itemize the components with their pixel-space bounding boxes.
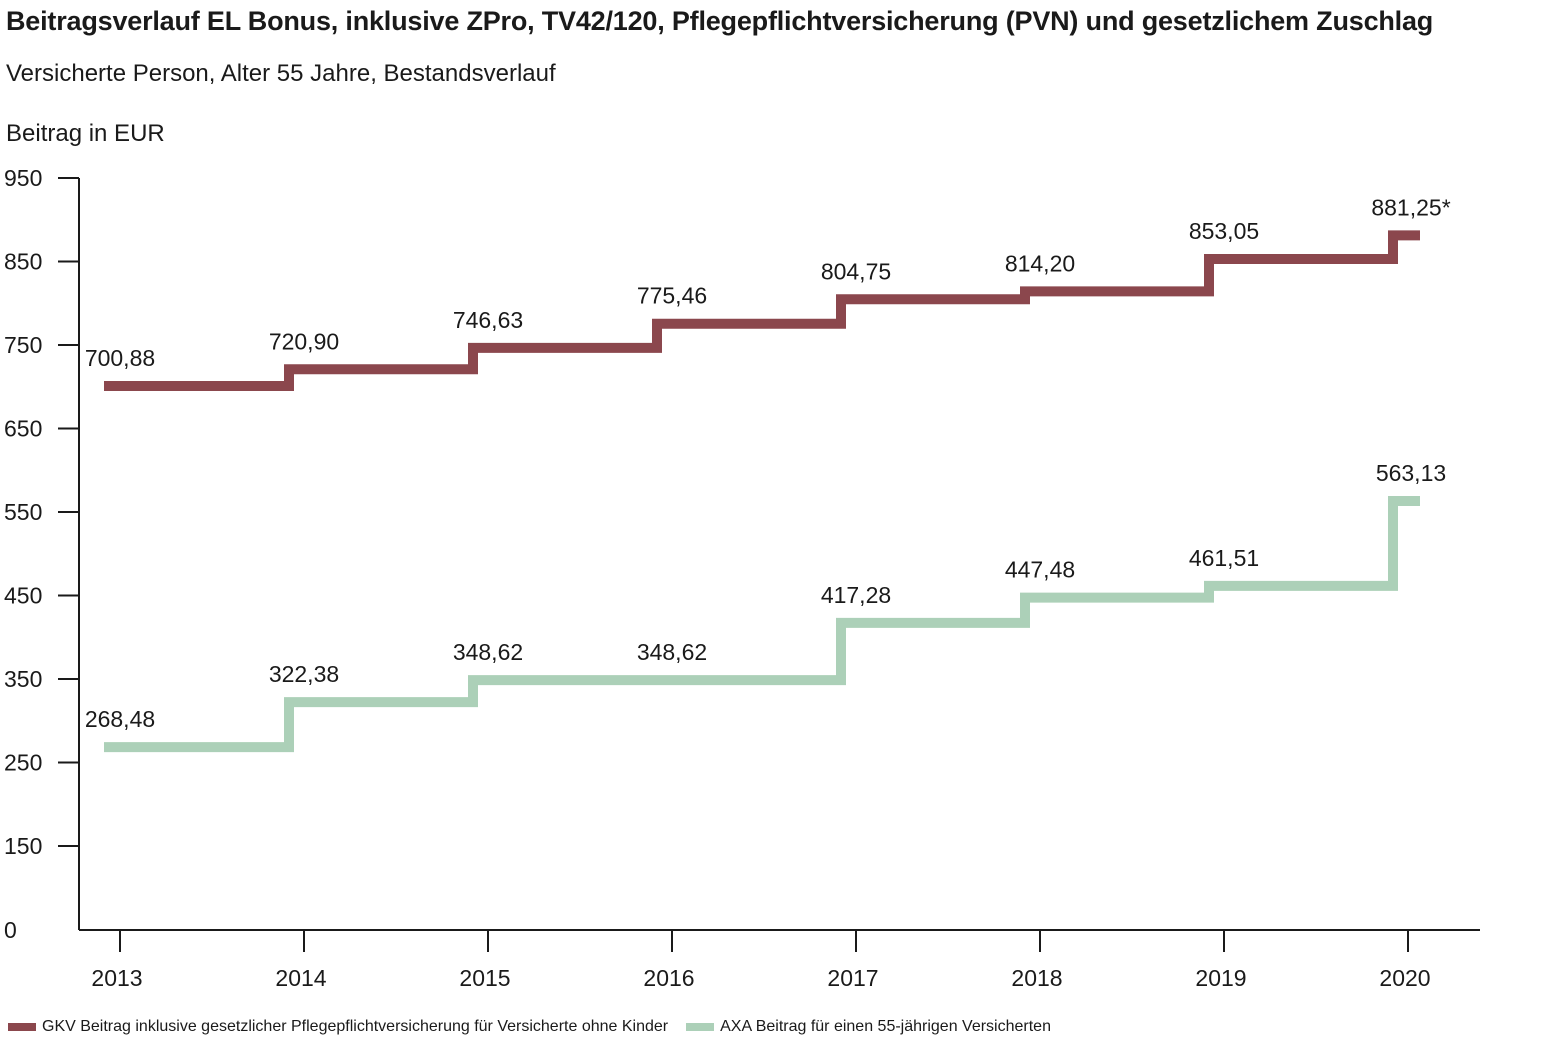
x-tick-label: 2017 xyxy=(827,965,878,991)
data-label: 563,13 xyxy=(1376,460,1446,486)
data-label: 746,63 xyxy=(453,307,523,333)
legend-swatch-gkv xyxy=(8,1023,36,1031)
data-label: 700,88 xyxy=(85,345,155,371)
series-line-gkv xyxy=(104,230,1420,392)
y-tick-label: 850 xyxy=(4,249,42,275)
data-label: 348,62 xyxy=(637,639,707,665)
legend-label-axa: AXA Beitrag für einen 55-jährigen Versic… xyxy=(720,1018,1051,1035)
legend-swatch-axa xyxy=(686,1023,715,1031)
chart-subtitle: Versicherte Person, Alter 55 Jahre, Best… xyxy=(6,60,556,87)
y-tick-label: 450 xyxy=(4,583,42,609)
y-tick-label: 550 xyxy=(4,499,42,525)
data-label: 814,20 xyxy=(1005,250,1075,276)
data-label: 775,46 xyxy=(637,283,707,309)
y-tick-label: 150 xyxy=(4,833,42,859)
data-label: 447,48 xyxy=(1005,557,1075,583)
data-label: 881,25* xyxy=(1371,194,1450,220)
y-tick-label: 250 xyxy=(4,750,42,776)
y-axis-label: Beitrag in EUR xyxy=(6,120,165,147)
x-tick-label: 2015 xyxy=(459,965,510,991)
data-label: 268,48 xyxy=(85,706,155,732)
data-label: 322,38 xyxy=(269,661,339,687)
x-tick-label: 2016 xyxy=(643,965,694,991)
chart-title: Beitragsverlauf EL Bonus, inklusive ZPro… xyxy=(6,6,1434,36)
x-tick-label: 2019 xyxy=(1195,965,1246,991)
x-tick-label: 2018 xyxy=(1011,965,1062,991)
y-tick-label: 750 xyxy=(4,332,42,358)
y-tick-label: 350 xyxy=(4,666,42,692)
data-label: 461,51 xyxy=(1189,545,1259,571)
data-label: 417,28 xyxy=(821,582,891,608)
data-label: 720,90 xyxy=(269,328,339,354)
y-tick-label: 650 xyxy=(4,416,42,442)
data-label: 348,62 xyxy=(453,639,523,665)
x-tick-label: 2013 xyxy=(91,965,142,991)
x-tick-label: 2020 xyxy=(1379,965,1430,991)
y-tick-label: 0 xyxy=(4,917,17,943)
chart-legend: GKV Beitrag inklusive gesetzlicher Pfleg… xyxy=(8,1018,1069,1036)
legend-item-gkv: GKV Beitrag inklusive gesetzlicher Pfleg… xyxy=(8,1018,668,1036)
legend-label-gkv: GKV Beitrag inklusive gesetzlicher Pfleg… xyxy=(42,1018,669,1035)
x-tick-label: 2014 xyxy=(275,965,326,991)
y-tick-label: 950 xyxy=(4,165,42,191)
step-line-chart: 0 150 250 350 450 550 650 750 850 950 2013 2014 2015… xyxy=(4,165,1480,991)
series-line-axa xyxy=(104,496,1420,753)
data-label: 804,75 xyxy=(821,258,891,284)
data-label: 853,05 xyxy=(1189,218,1259,244)
legend-item-axa: AXA Beitrag für einen 55-jährigen Versic… xyxy=(686,1018,1051,1036)
